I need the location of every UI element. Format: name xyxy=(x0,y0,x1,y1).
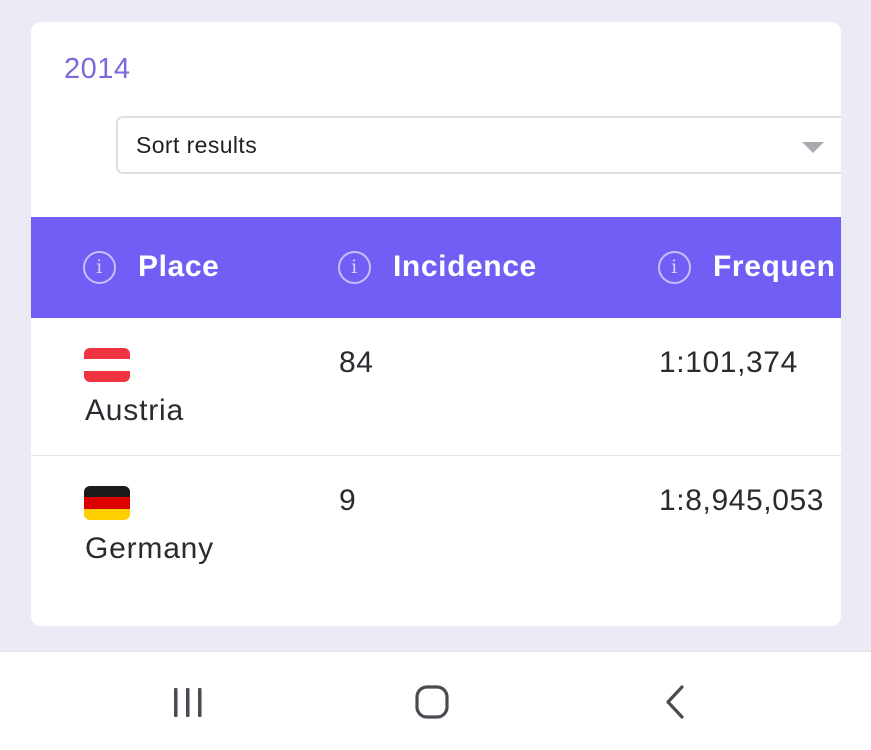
info-icon[interactable]: i xyxy=(83,250,116,284)
back-icon xyxy=(666,684,684,719)
column-header-label: Frequen xyxy=(713,250,836,283)
table-header: i Place i Incidence i Frequen xyxy=(31,217,841,318)
results-card: 2014 Sort results i Place i Incidence i … xyxy=(31,22,841,626)
frequency-value: 1:101,374 xyxy=(659,346,798,379)
column-header-incidence[interactable]: i Incidence xyxy=(338,249,537,285)
column-header-place[interactable]: i Place xyxy=(83,249,219,285)
place-name: Germany xyxy=(85,532,214,565)
table-row: Germany 9 1:8,945,053 xyxy=(31,456,841,594)
column-header-label: Place xyxy=(138,250,220,283)
recent-apps-icon xyxy=(174,687,202,717)
system-navigation-bar xyxy=(0,651,871,750)
back-button[interactable] xyxy=(632,652,722,750)
austria-flag-icon xyxy=(84,348,130,382)
incidence-value: 84 xyxy=(339,346,374,379)
table-row: Austria 84 1:101,374 xyxy=(31,318,841,456)
germany-flag-icon xyxy=(84,486,130,520)
recent-apps-button[interactable] xyxy=(143,652,233,750)
home-button[interactable] xyxy=(387,652,477,750)
column-header-label: Incidence xyxy=(393,250,537,283)
year-label: 2014 xyxy=(64,53,131,85)
column-header-frequency[interactable]: i Frequen xyxy=(658,249,836,285)
info-icon[interactable]: i xyxy=(338,250,371,284)
info-icon[interactable]: i xyxy=(658,250,691,284)
frequency-value: 1:8,945,053 xyxy=(659,484,825,517)
incidence-value: 9 xyxy=(339,484,357,517)
sort-dropdown-label: Sort results xyxy=(136,132,258,158)
home-icon xyxy=(415,684,449,719)
chevron-down-icon xyxy=(802,142,824,153)
row-divider xyxy=(31,455,841,456)
place-name: Austria xyxy=(85,394,184,427)
sort-dropdown[interactable]: Sort results xyxy=(116,116,841,174)
